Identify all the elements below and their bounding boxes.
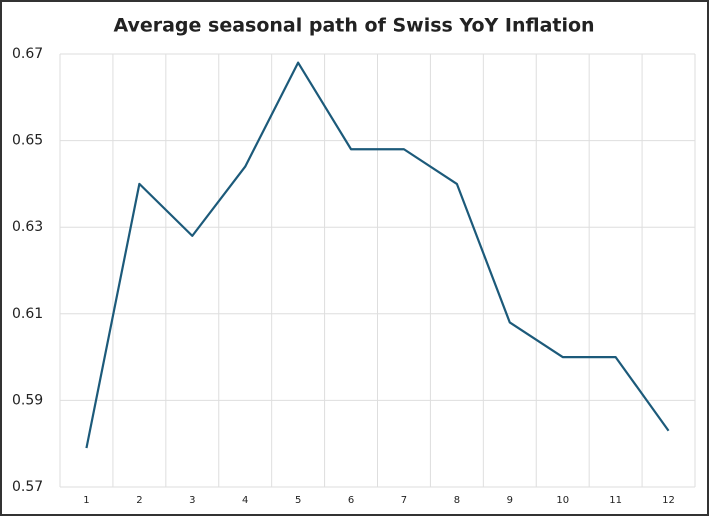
y-tick-label: 0.57 xyxy=(12,479,43,495)
x-tick-label: 5 xyxy=(295,495,301,506)
x-tick-label: 12 xyxy=(662,495,675,506)
x-tick-label: 8 xyxy=(454,495,460,506)
x-tick-label: 6 xyxy=(348,495,354,506)
y-tick-label: 0.63 xyxy=(12,219,43,235)
y-tick-label: 0.61 xyxy=(12,306,43,322)
y-tick-label: 0.65 xyxy=(12,133,43,149)
y-tick-label: 0.59 xyxy=(12,392,43,408)
x-tick-label: 1 xyxy=(83,495,89,506)
x-tick-label: 3 xyxy=(189,495,195,506)
x-tick-label: 11 xyxy=(609,495,622,506)
x-tick-label: 10 xyxy=(556,495,569,506)
x-tick-label: 9 xyxy=(507,495,513,506)
x-tick-label: 2 xyxy=(136,495,142,506)
x-tick-label: 4 xyxy=(242,495,248,506)
data-line xyxy=(85,61,670,449)
chart-title: Average seasonal path of Swiss YoY Infla… xyxy=(113,15,594,37)
y-tick-label: 0.67 xyxy=(12,46,43,62)
x-tick-label: 7 xyxy=(401,495,407,506)
